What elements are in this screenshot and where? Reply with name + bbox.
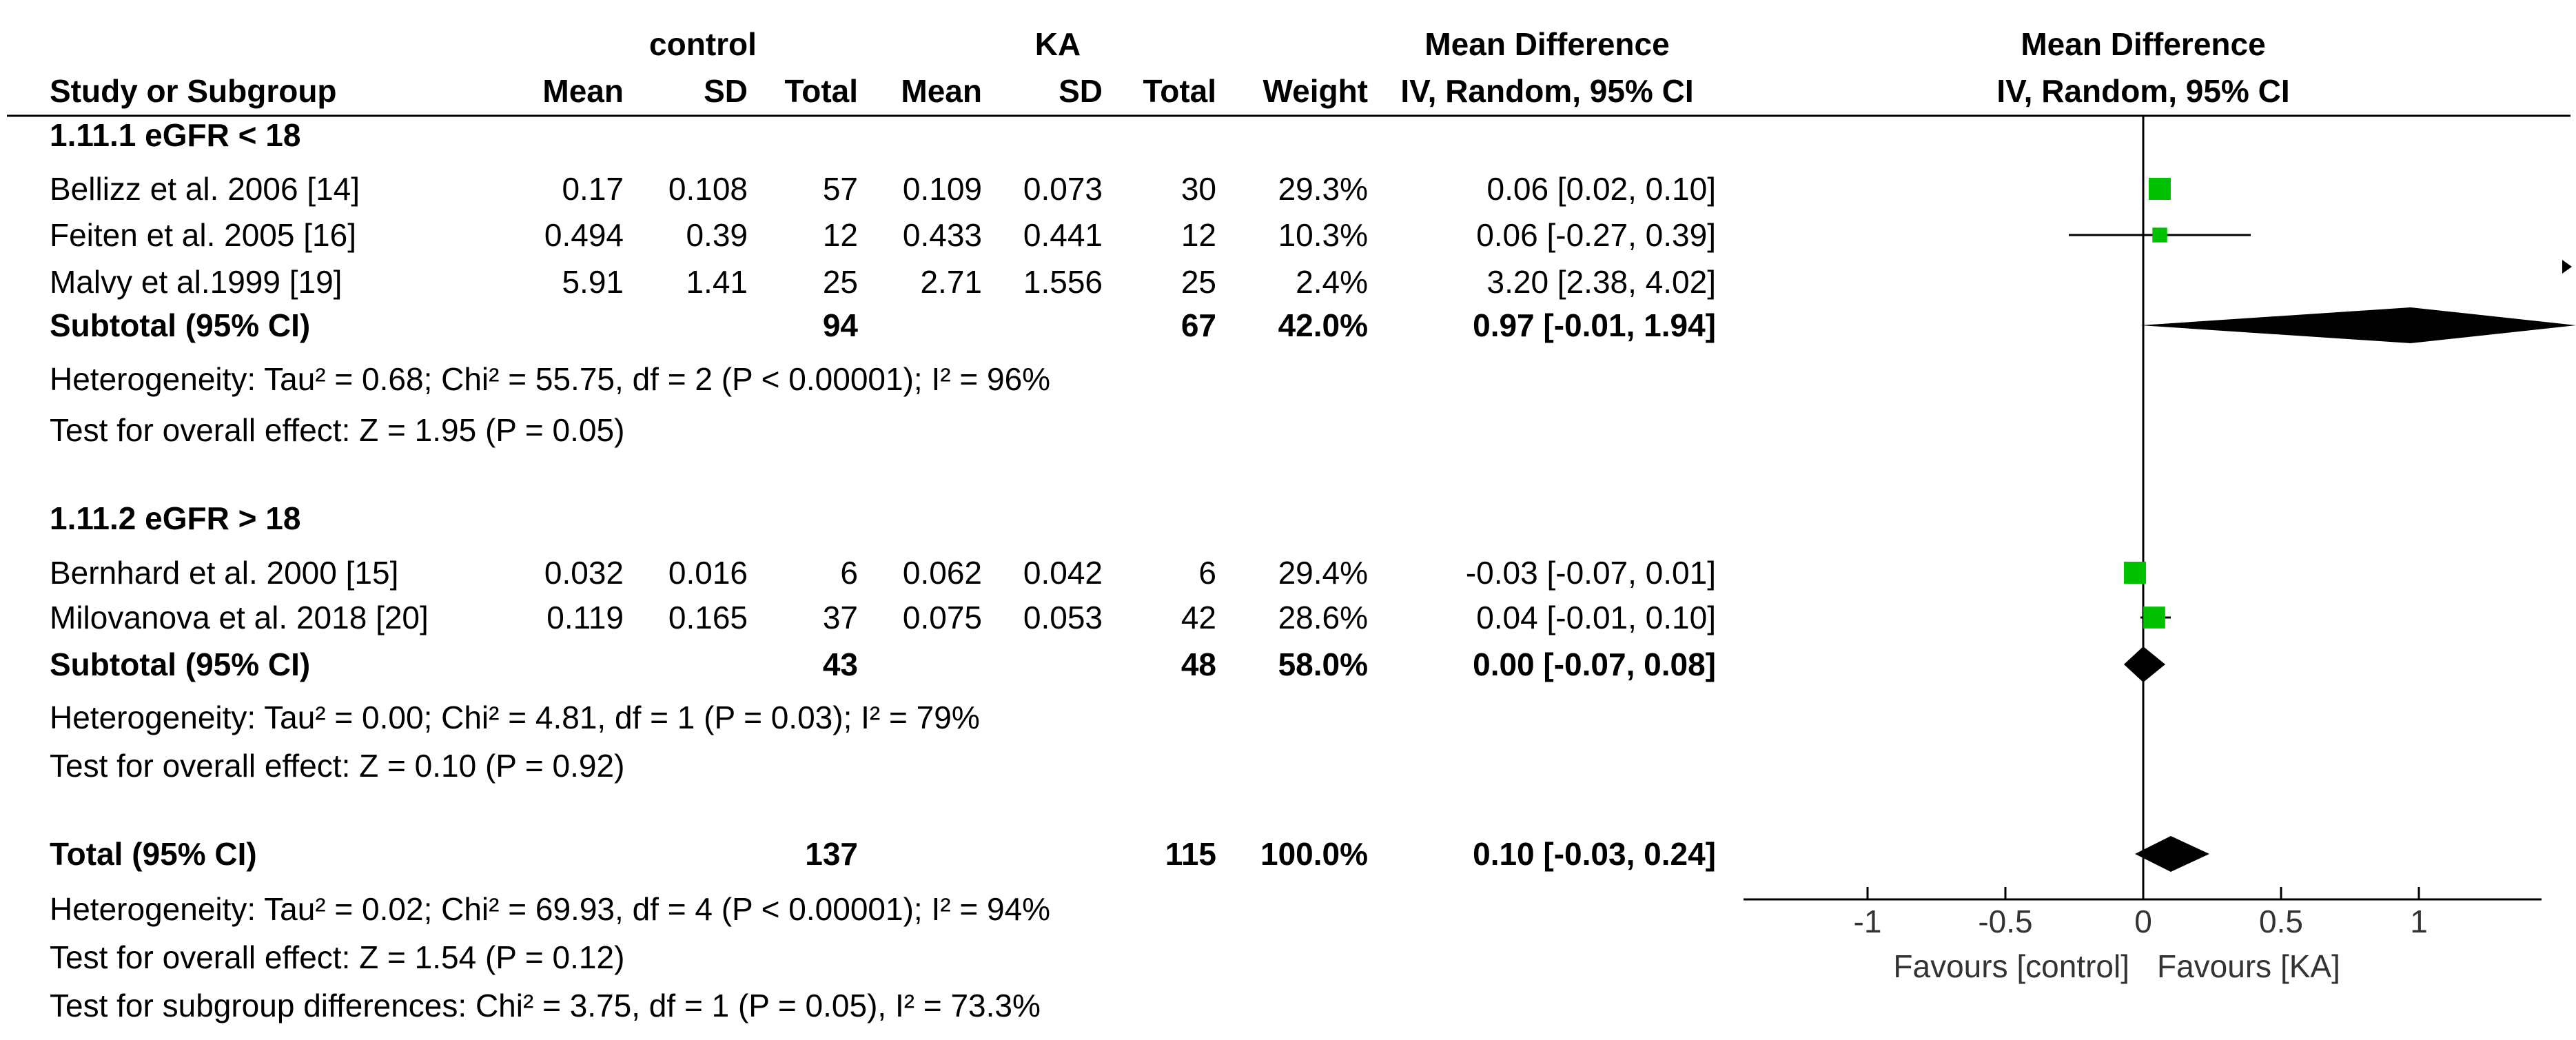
ci-text: -0.03 [-0.07, 0.01] bbox=[1466, 555, 1716, 591]
header-ka: KA bbox=[1035, 26, 1081, 62]
x-tick-label: -0.5 bbox=[1978, 904, 2032, 939]
control-total-value: 37 bbox=[823, 600, 858, 635]
total-label: Total (95% CI) bbox=[50, 836, 257, 872]
ka-mean-value: 0.109 bbox=[903, 171, 982, 207]
header-control: control bbox=[649, 26, 757, 62]
study-name: Milovanova et al. 2018 [20] bbox=[50, 600, 429, 635]
footer-line: Test for subgroup differences: Chi² = 3.… bbox=[50, 988, 1041, 1023]
header-plot-mean-difference: Mean Difference bbox=[2021, 26, 2265, 62]
header-control-sd: SD bbox=[704, 73, 748, 109]
header-plot-method: IV, Random, 95% CI bbox=[1996, 73, 2289, 109]
ka-total-value: 12 bbox=[1181, 217, 1216, 253]
control-mean-value: 0.119 bbox=[546, 600, 624, 635]
control-sd-value: 0.016 bbox=[668, 555, 748, 591]
subgroup-heterogeneity: Heterogeneity: Tau² = 0.00; Chi² = 4.81,… bbox=[50, 700, 980, 735]
study-name: Bellizz et al. 2006 [14] bbox=[50, 171, 360, 207]
ka-mean-value: 0.075 bbox=[903, 600, 982, 635]
footer-line: Test for overall effect: Z = 1.54 (P = 0… bbox=[50, 939, 624, 975]
control-mean-value: 5.91 bbox=[562, 264, 624, 300]
control-mean-value: 0.494 bbox=[544, 217, 624, 253]
control-total-value: 57 bbox=[823, 171, 858, 207]
ka-total-value: 30 bbox=[1181, 171, 1216, 207]
x-tick-label: -1 bbox=[1854, 904, 1882, 939]
subgroup-heterogeneity: Heterogeneity: Tau² = 0.68; Chi² = 55.75… bbox=[50, 361, 1050, 397]
control-sd-value: 0.165 bbox=[668, 600, 748, 635]
x-tick-label: 1 bbox=[2410, 904, 2428, 939]
ka-sd-value: 0.073 bbox=[1023, 171, 1103, 207]
total-ci-text: 0.10 [-0.03, 0.24] bbox=[1473, 836, 1716, 872]
subtotal-label: Subtotal (95% CI) bbox=[50, 646, 310, 682]
header-ka-sd: SD bbox=[1059, 73, 1103, 109]
subtotal-control-total: 94 bbox=[823, 307, 859, 343]
subgroup-overall-effect: Test for overall effect: Z = 0.10 (P = 0… bbox=[50, 748, 624, 784]
footer-line: Heterogeneity: Tau² = 0.02; Chi² = 69.93… bbox=[50, 891, 1050, 927]
control-total-value: 6 bbox=[840, 555, 858, 591]
ka-total-value: 42 bbox=[1181, 600, 1216, 635]
x-tick-label: 0.5 bbox=[2259, 904, 2303, 939]
header-ka-mean: Mean bbox=[901, 73, 982, 109]
subtotal-ka-total: 67 bbox=[1181, 307, 1216, 343]
off-scale-arrow bbox=[2562, 260, 2572, 274]
subtotal-ci-text: 0.97 [-0.01, 1.94] bbox=[1473, 307, 1716, 343]
ka-total-value: 25 bbox=[1181, 264, 1216, 300]
header-control-mean: Mean bbox=[542, 73, 624, 109]
subgroup-overall-effect: Test for overall effect: Z = 1.95 (P = 0… bbox=[50, 412, 624, 448]
control-sd-value: 0.108 bbox=[668, 171, 748, 207]
total-weight: 100.0% bbox=[1260, 836, 1368, 872]
ka-mean-value: 0.062 bbox=[903, 555, 982, 591]
ka-sd-value: 0.441 bbox=[1023, 217, 1103, 253]
weight-value: 10.3% bbox=[1278, 217, 1368, 253]
study-name: Feiten et al. 2005 [16] bbox=[50, 217, 356, 253]
ka-total-value: 6 bbox=[1198, 555, 1216, 591]
subtotal-label: Subtotal (95% CI) bbox=[50, 307, 310, 343]
subtotal-control-total: 43 bbox=[823, 646, 858, 682]
header-ka-total: Total bbox=[1143, 73, 1216, 109]
control-sd-value: 0.39 bbox=[686, 217, 748, 253]
control-total-value: 25 bbox=[823, 264, 858, 300]
control-mean-value: 0.17 bbox=[562, 171, 624, 207]
weight-value: 2.4% bbox=[1296, 264, 1368, 300]
effect-square bbox=[2149, 178, 2171, 200]
weight-value: 29.4% bbox=[1278, 555, 1368, 591]
ka-mean-value: 2.71 bbox=[920, 264, 982, 300]
study-name: Bernhard et al. 2000 [15] bbox=[50, 555, 398, 591]
total-diamond bbox=[2135, 836, 2209, 872]
subtotal-weight: 58.0% bbox=[1278, 646, 1368, 682]
ka-sd-value: 0.042 bbox=[1023, 555, 1103, 591]
subtotal-diamond bbox=[2124, 646, 2165, 682]
control-sd-value: 1.41 bbox=[686, 264, 748, 300]
x-tick-label: 0 bbox=[2134, 904, 2152, 939]
subgroup-title: 1.11.2 eGFR > 18 bbox=[50, 500, 300, 536]
favours-control-label: Favours [control] bbox=[1893, 948, 2129, 984]
subtotal-ka-total: 48 bbox=[1181, 646, 1216, 682]
ci-text: 3.20 [2.38, 4.02] bbox=[1487, 264, 1717, 300]
effect-square bbox=[2152, 227, 2167, 243]
effect-square bbox=[2143, 606, 2165, 629]
header-study-or-subgroup: Study or Subgroup bbox=[50, 73, 337, 109]
total-control-total: 137 bbox=[805, 836, 858, 872]
subtotal-ci-text: 0.00 [-0.07, 0.08] bbox=[1473, 646, 1716, 682]
favours-ka-label: Favours [KA] bbox=[2157, 948, 2340, 984]
control-total-value: 12 bbox=[823, 217, 858, 253]
ka-mean-value: 0.433 bbox=[903, 217, 982, 253]
subtotal-weight: 42.0% bbox=[1278, 307, 1368, 343]
ka-sd-value: 1.556 bbox=[1023, 264, 1103, 300]
subgroup-title: 1.11.1 eGFR < 18 bbox=[50, 117, 300, 153]
weight-value: 28.6% bbox=[1278, 600, 1368, 635]
control-mean-value: 0.032 bbox=[544, 555, 624, 591]
header-method: IV, Random, 95% CI bbox=[1400, 73, 1693, 109]
ci-text: 0.04 [-0.01, 0.10] bbox=[1476, 600, 1716, 635]
subtotal-diamond bbox=[2140, 307, 2576, 343]
total-ka-total: 115 bbox=[1165, 836, 1216, 872]
study-name: Malvy et al.1999 [19] bbox=[50, 264, 342, 300]
ci-text: 0.06 [0.02, 0.10] bbox=[1487, 171, 1717, 207]
header-mean-difference: Mean Difference bbox=[1424, 26, 1669, 62]
header-weight: Weight bbox=[1263, 73, 1368, 109]
weight-value: 29.3% bbox=[1278, 171, 1368, 207]
ci-text: 0.06 [-0.27, 0.39] bbox=[1476, 217, 1716, 253]
header-control-total: Total bbox=[785, 73, 858, 109]
ka-sd-value: 0.053 bbox=[1023, 600, 1103, 635]
effect-square bbox=[2123, 561, 2147, 584]
